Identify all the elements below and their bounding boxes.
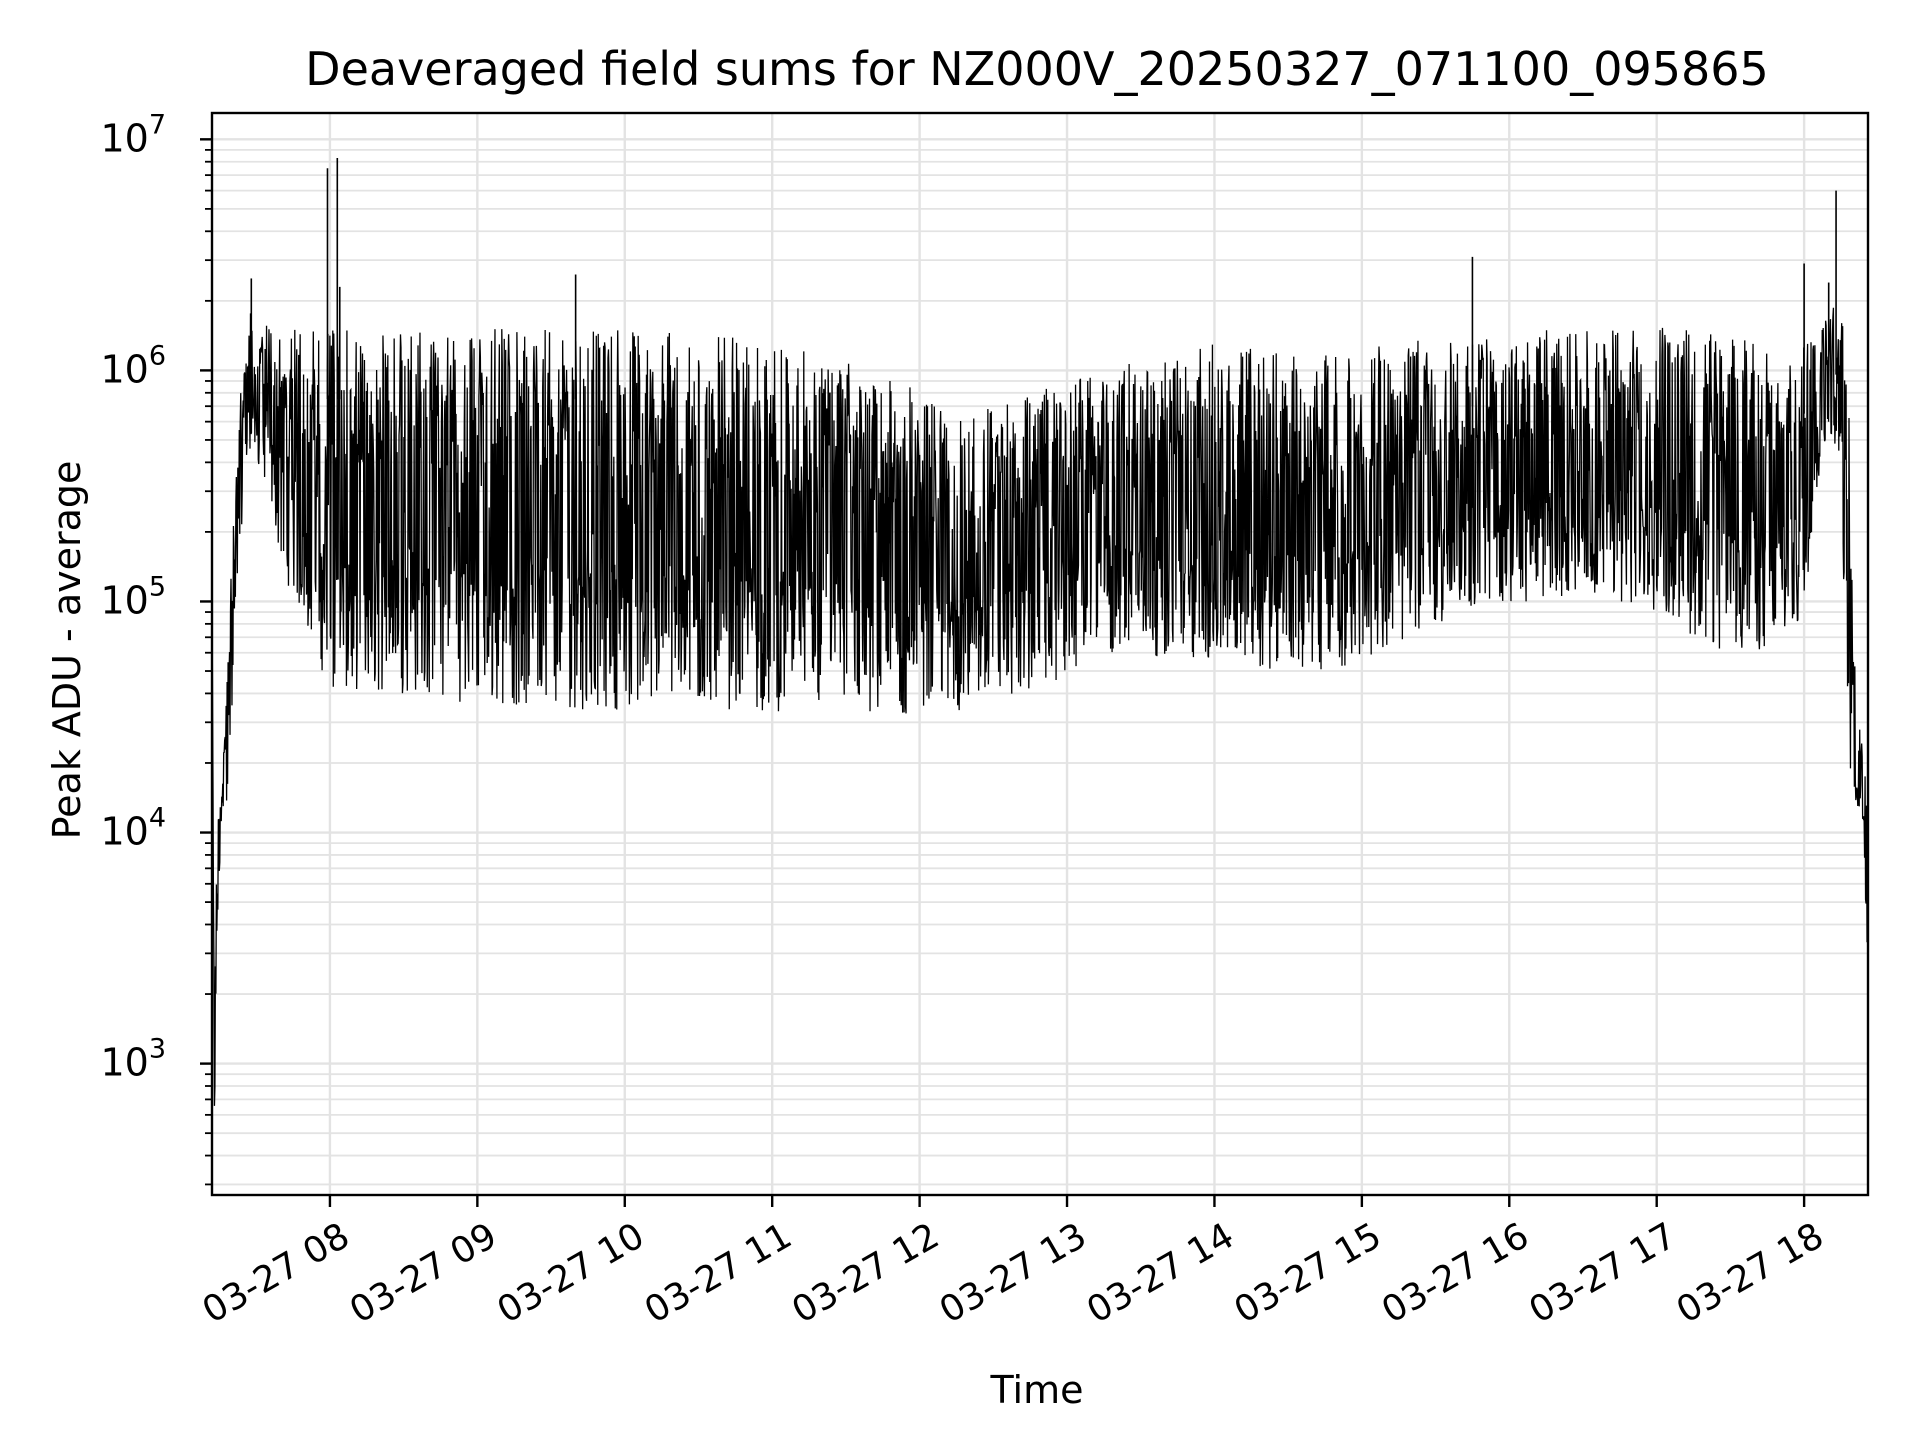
y-tick-label: 103 — [100, 1034, 166, 1085]
plot-frame — [210, 111, 1870, 1197]
data-line — [211, 307, 1869, 1106]
y-tick-label: 106 — [100, 340, 166, 391]
y-tick-label: 105 — [100, 571, 166, 622]
plot-area — [211, 158, 1869, 1106]
y-tick-label: 104 — [100, 803, 166, 854]
x-axis-label: Time — [990, 1368, 1084, 1412]
y-tick-label: 107 — [100, 109, 166, 160]
chart-title: Deaveraged field sums for NZ000V_2025032… — [305, 42, 1769, 96]
y-axis-label: Peak ADU - average — [45, 461, 89, 840]
